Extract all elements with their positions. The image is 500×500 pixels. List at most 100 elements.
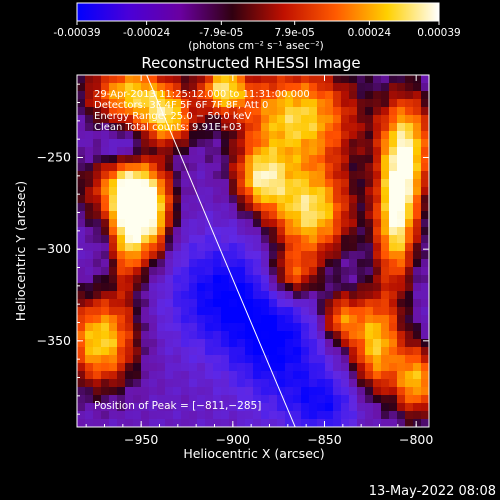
heatmap-cell (149, 179, 158, 188)
heatmap-cell (237, 267, 246, 276)
heatmap-cell (277, 123, 286, 132)
heatmap-cell (397, 235, 406, 244)
heatmap-cell (245, 347, 254, 356)
heatmap-cell (157, 203, 166, 212)
heatmap-cell (293, 115, 302, 124)
heatmap-cell (365, 411, 374, 420)
heatmap-cell (269, 211, 278, 220)
colorbar-tick-label: -7.9e-05 (199, 27, 243, 39)
heatmap-cell (389, 299, 398, 308)
heatmap-cell (325, 419, 334, 427)
heatmap-cell (405, 155, 414, 164)
heatmap-cell (205, 275, 214, 284)
heatmap-cell (165, 283, 174, 292)
heatmap-cell (93, 243, 102, 252)
heatmap-cell (253, 339, 262, 348)
y-tick-label: −250 (37, 150, 71, 165)
heatmap-cell (173, 339, 182, 348)
heatmap-cell (237, 347, 246, 356)
heatmap-cell (341, 131, 350, 140)
heatmap-cell (261, 243, 270, 252)
heatmap-cell (229, 139, 238, 148)
heatmap-cell (389, 179, 398, 188)
heatmap-cell (189, 307, 198, 316)
heatmap-cell (133, 123, 142, 132)
heatmap-cell (149, 75, 158, 84)
heatmap-cell (109, 131, 118, 140)
heatmap-cell (349, 83, 358, 92)
heatmap-cell (301, 291, 310, 300)
heatmap-cell (365, 83, 374, 92)
heatmap-cell (365, 219, 374, 228)
heatmap-cell (197, 363, 206, 372)
heatmap-cell (349, 251, 358, 260)
heatmap-cell (173, 411, 182, 420)
heatmap-cell (125, 395, 134, 404)
heatmap-cell (317, 355, 326, 364)
heatmap-cell (149, 115, 158, 124)
heatmap-cell (285, 187, 294, 196)
heatmap-cell (309, 267, 318, 276)
heatmap-cell (389, 147, 398, 156)
heatmap-cell (93, 267, 102, 276)
heatmap-cell (221, 91, 230, 100)
heatmap-cell (381, 91, 390, 100)
heatmap-cell (205, 267, 214, 276)
heatmap-cell (181, 75, 190, 84)
heatmap-cell (205, 147, 214, 156)
heatmap-cell (77, 139, 86, 148)
heatmap-cell (309, 131, 318, 140)
heatmap-cell (93, 147, 102, 156)
heatmap-cell (101, 83, 110, 92)
heatmap-cell (245, 91, 254, 100)
heatmap-cell (125, 363, 134, 372)
heatmap-cell (261, 299, 270, 308)
heatmap-cell (381, 355, 390, 364)
heatmap-cell (149, 419, 158, 427)
heatmap-cell (365, 299, 374, 308)
heatmap-cell (413, 387, 422, 396)
heatmap-cell (221, 251, 230, 260)
heatmap-cell (397, 307, 406, 316)
heatmap-cell (309, 155, 318, 164)
heatmap-cell (293, 187, 302, 196)
heatmap-cell (421, 291, 429, 300)
heatmap-cell (77, 227, 86, 236)
heatmap-cell (221, 179, 230, 188)
heatmap-cell (141, 259, 150, 268)
heatmap-cell (357, 179, 366, 188)
heatmap-cell (373, 267, 382, 276)
heatmap-cell (221, 291, 230, 300)
heatmap-cell (157, 275, 166, 284)
heatmap-cell (237, 379, 246, 388)
heatmap-cell (181, 347, 190, 356)
heatmap-cell (389, 107, 398, 116)
heatmap-cell (141, 339, 150, 348)
heatmap-cell (261, 291, 270, 300)
heatmap-cell (261, 99, 270, 108)
heatmap-cell (269, 243, 278, 252)
heatmap-cell (197, 379, 206, 388)
heatmap-cell (109, 187, 118, 196)
heatmap-cell (237, 251, 246, 260)
heatmap-cell (277, 291, 286, 300)
heatmap-cell (389, 275, 398, 284)
heatmap-cell (189, 411, 198, 420)
heatmap-cell (397, 219, 406, 228)
heatmap-cell (109, 203, 118, 212)
heatmap-cell (229, 315, 238, 324)
heatmap-cell (277, 211, 286, 220)
heatmap-cell (405, 99, 414, 108)
heatmap-cell (181, 411, 190, 420)
heatmap-cell (197, 219, 206, 228)
heatmap-cell (101, 307, 110, 316)
heatmap-cell (301, 379, 310, 388)
heatmap-cell (221, 139, 230, 148)
heatmap-cell (77, 187, 86, 196)
heatmap-cell (285, 363, 294, 372)
heatmap-cell (341, 187, 350, 196)
heatmap-cell (285, 395, 294, 404)
heatmap-cell (245, 219, 254, 228)
heatmap-cell (165, 179, 174, 188)
heatmap-cell (277, 147, 286, 156)
